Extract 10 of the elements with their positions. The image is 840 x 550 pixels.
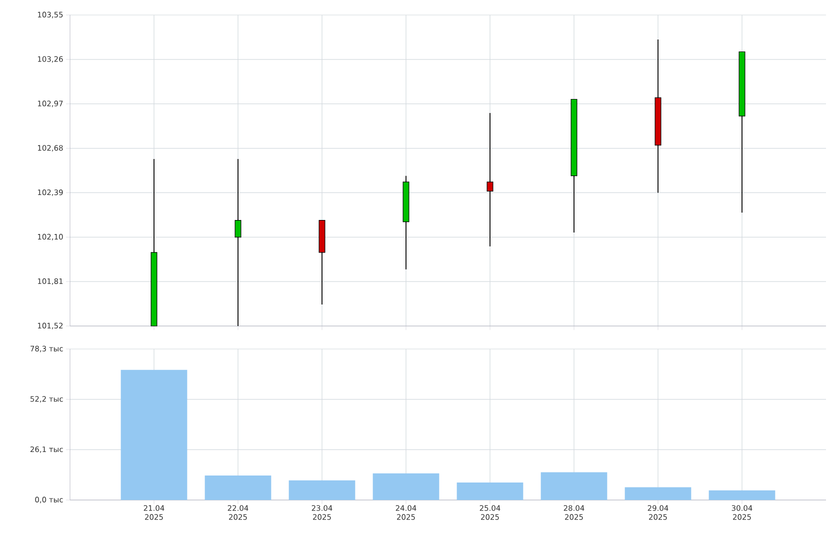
bar bbox=[120, 370, 188, 500]
bar bbox=[708, 490, 776, 500]
bar bbox=[456, 482, 524, 500]
candlestick bbox=[486, 112, 494, 247]
bar bbox=[540, 472, 608, 500]
bar bbox=[372, 473, 440, 500]
bar bbox=[624, 487, 692, 500]
bar bbox=[288, 480, 356, 500]
bar bbox=[204, 476, 272, 500]
candlestick bbox=[234, 158, 242, 326]
